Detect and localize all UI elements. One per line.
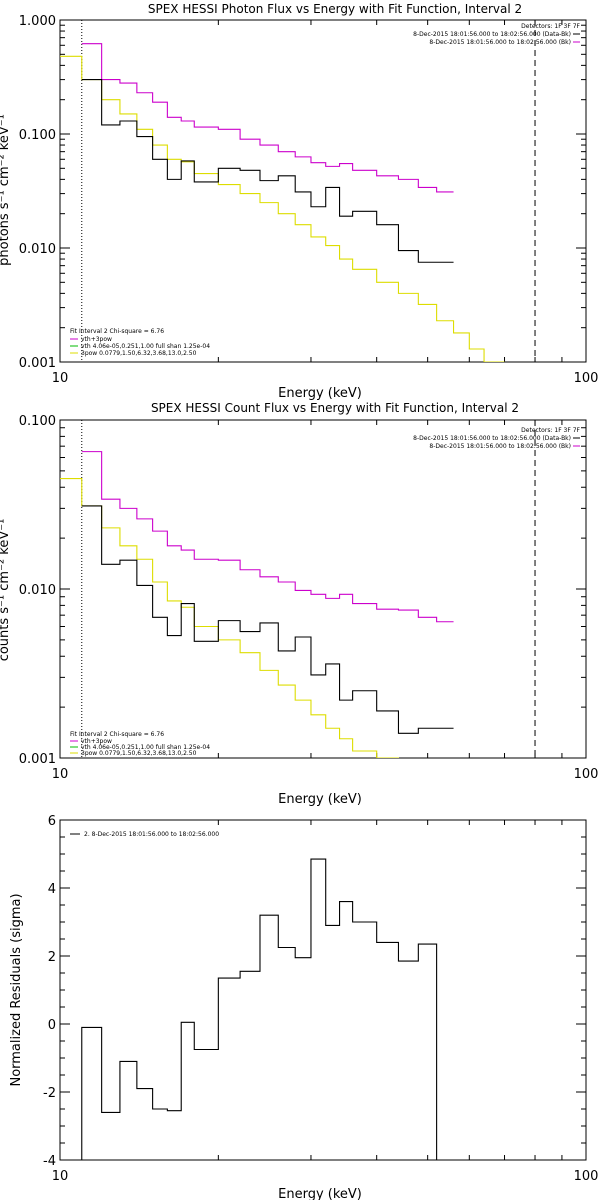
count-flux-interval-bk-text: 8-Dec-2015 18:01:56.000 to 18:02:56.000 … xyxy=(429,443,571,450)
residuals-data-group xyxy=(81,858,438,1160)
photon-flux-interval-data-text: 8-Dec-2015 18:01:56.000 to 18:02:56.000 … xyxy=(413,31,571,38)
count-flux-interval-data-text: 8-Dec-2015 18:01:56.000 to 18:02:56.000 … xyxy=(413,435,571,442)
count-flux-series-data-bk xyxy=(81,505,454,734)
photon-flux-axes-frame xyxy=(59,19,587,363)
photon-flux-series-bk xyxy=(81,43,454,193)
count-flux-x-tick-label-0: 10 xyxy=(52,767,69,782)
photon-flux-legend: Fit Interval 2 Chi-square = 6.76 vth+3po… xyxy=(70,328,210,357)
photon-flux-title: SPEX HESSI Photon Flux vs Energy with Fi… xyxy=(148,2,522,16)
photon-flux-legend-title: Fit Interval 2 Chi-square = 6.76 xyxy=(70,328,164,335)
residuals-y-tick-label-4: 4 xyxy=(48,882,56,897)
residuals-legend: 2. 8-Dec-2015 18:01:56.000 to 18:02:56.0… xyxy=(70,831,219,838)
count-flux-y-tick-label-2: 0.100 xyxy=(19,414,56,429)
residuals-y-tick-label-0: -4 xyxy=(43,1154,56,1169)
photon-flux-y-tick-label-1: 0.010 xyxy=(19,242,56,257)
residuals-xlabel: Energy (keV) xyxy=(278,1187,362,1200)
photon-flux-x-tick-label-0: 10 xyxy=(52,371,69,386)
count-flux-detector-info: Detectors: 1F 3F 7F 8-Dec-2015 18:01:56.… xyxy=(413,427,580,450)
count-flux-legend-title: Fit Interval 2 Chi-square = 6.76 xyxy=(70,731,164,738)
count-flux-legend-label-2: 3pow 0.0779,1.50,6.32,3.68,13.0,2.50 xyxy=(81,750,197,757)
residuals-y-tick-label-2: 0 xyxy=(48,1018,56,1033)
residuals-panel: Energy (keV) Normalized Residuals (sigma… xyxy=(9,814,598,1200)
photon-flux-legend-label-0: vth+3pow xyxy=(81,336,112,343)
photon-flux-y-tick-label-3: 1.000 xyxy=(19,14,56,29)
residuals-y-tick-label-3: 2 xyxy=(48,950,56,965)
count-flux-xlabel: Energy (keV) xyxy=(278,792,362,807)
photon-flux-data-group xyxy=(60,20,536,362)
photon-flux-interval-bk-text: 8-Dec-2015 18:01:56.000 to 18:02:56.000 … xyxy=(429,39,571,46)
photon-flux-legend-label-1: vth 4.06e-05,0.251,1.00 full shan 1.25e-… xyxy=(81,343,210,350)
photon-flux-y-tick-label-0: 0.001 xyxy=(19,356,56,371)
count-flux-detectors-text: Detectors: 1F 3F 7F xyxy=(521,427,580,434)
residuals-y-tick-label-1: -2 xyxy=(43,1086,56,1101)
photon-flux-panel: SPEX HESSI Photon Flux vs Energy with Fi… xyxy=(0,2,598,401)
count-flux-ylabel: counts s⁻¹ cm⁻² keV⁻¹ xyxy=(0,519,12,662)
count-flux-x-tick-label-1: 100 xyxy=(574,767,599,782)
photon-flux-y-tick-label-2: 0.100 xyxy=(19,128,56,143)
count-flux-y-tick-label-0: 0.001 xyxy=(19,752,56,767)
count-flux-panel: SPEX HESSI Count Flux vs Energy with Fit… xyxy=(0,401,598,807)
count-flux-series-bk xyxy=(81,451,454,623)
photon-flux-series-data-bk xyxy=(81,79,454,263)
photon-flux-xlabel: Energy (keV) xyxy=(278,386,362,401)
count-flux-legend: Fit Interval 2 Chi-square = 6.76 vth+3po… xyxy=(70,731,210,757)
count-flux-legend-label-1: vth 4.06e-05,0.251,1.00 full shan 1.25e-… xyxy=(81,744,210,751)
residuals-legend-label: 2. 8-Dec-2015 18:01:56.000 to 18:02:56.0… xyxy=(84,831,219,838)
count-flux-data-group xyxy=(60,420,536,758)
photon-flux-ylabel: photons s⁻¹ cm⁻² keV⁻¹ xyxy=(0,114,12,266)
photon-flux-detectors-text: Detectors: 1F 3F 7F xyxy=(521,23,580,30)
residuals-series-residuals xyxy=(81,858,438,1160)
count-flux-legend-label-0: vth+3pow xyxy=(81,738,112,745)
photon-flux-series-3pow xyxy=(60,55,505,362)
residuals-ylabel: Normalized Residuals (sigma) xyxy=(9,893,24,1086)
photon-flux-x-tick-label-1: 100 xyxy=(574,371,599,386)
count-flux-y-tick-label-1: 0.010 xyxy=(19,583,56,598)
photon-flux-detector-info: Detectors: 1F 3F 7F 8-Dec-2015 18:01:56.… xyxy=(413,23,580,46)
count-flux-series-3pow xyxy=(60,478,400,758)
residuals-y-tick-label-5: 6 xyxy=(48,814,56,829)
count-flux-title: SPEX HESSI Count Flux vs Energy with Fit… xyxy=(151,401,519,415)
residuals-x-tick-label-0: 10 xyxy=(52,1169,69,1184)
photon-flux-legend-label-2: 3pow 0.0779,1.50,6.32,3.68,13.0,2.50 xyxy=(81,350,197,357)
residuals-x-tick-label-1: 100 xyxy=(574,1169,599,1184)
